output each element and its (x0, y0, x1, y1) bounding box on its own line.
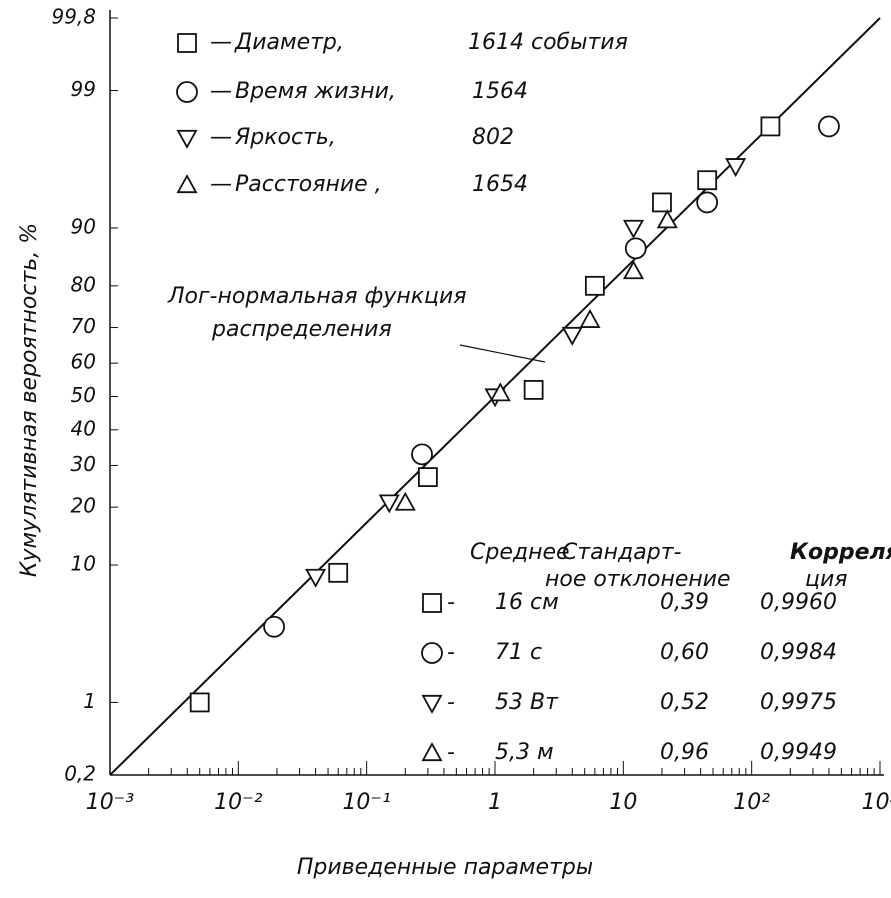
table-marker (421, 642, 443, 664)
marker (696, 191, 719, 214)
table-cell: 0,96 (660, 740, 709, 765)
legend-count: 1564 (472, 79, 528, 104)
marker (263, 615, 286, 638)
y-tick-label: 10 (71, 552, 96, 576)
table-dash: - (447, 640, 455, 665)
y-tick-label: 1 (83, 689, 96, 713)
table-cell: 0,39 (660, 590, 709, 615)
legend-marker (176, 174, 198, 194)
table-marker (421, 742, 443, 762)
legend-count: 1614 события (468, 30, 628, 55)
legend-label: Диаметр, (234, 30, 344, 55)
table-dash: - (447, 740, 455, 765)
x-tick-label: 10⁻² (214, 790, 263, 815)
marker (561, 326, 583, 346)
x-axis-title: Приведенные параметры (297, 855, 593, 880)
y-tick-label: 99 (71, 77, 96, 101)
y-tick-label: 90 (71, 214, 96, 238)
y-tick-label: 0,2 (64, 762, 96, 786)
table-cell: 0,9975 (760, 690, 837, 715)
table-marker (422, 593, 442, 613)
legend-count: 1654 (472, 172, 528, 197)
marker (760, 116, 781, 137)
legend-label: Яркость, (234, 125, 336, 150)
table-header: Корреля- (790, 540, 891, 565)
marker (417, 467, 438, 487)
y-tick-label: 70 (71, 314, 96, 338)
table-dash: - (447, 590, 455, 615)
marker (584, 275, 605, 296)
marker (579, 308, 601, 328)
marker (656, 209, 678, 229)
x-tick-label: 10 (609, 790, 637, 815)
legend-label: Время жизни, (235, 79, 396, 104)
marker (305, 568, 327, 588)
legend-marker (176, 129, 198, 149)
legend-label: Расстояние , (235, 172, 382, 197)
table-header: Среднее (470, 540, 570, 565)
marker (378, 494, 400, 514)
legend-dash: — (210, 125, 232, 150)
y-tick-label: 80 (71, 272, 96, 296)
table-header: ция (805, 567, 848, 592)
y-tick-label: 99,8 (51, 5, 96, 29)
legend-count: 802 (472, 125, 514, 150)
x-tick-label: 10² (733, 790, 770, 815)
table-header: Стандарт- (562, 540, 682, 565)
marker (411, 443, 433, 466)
x-tick-label: 10⁻¹ (342, 790, 390, 815)
marker (697, 170, 718, 191)
y-tick-label: 40 (71, 416, 96, 440)
marker (189, 692, 210, 713)
table-dash: - (447, 690, 455, 715)
legend-dash: — (210, 172, 232, 197)
x-tick-label: 1 (488, 790, 502, 815)
marker (622, 260, 645, 280)
y-tick-label: 20 (71, 494, 96, 518)
x-tick-label: 10⁻³ (86, 790, 135, 815)
marker (622, 219, 645, 239)
y-tick-label: 50 (71, 383, 96, 407)
marker (394, 491, 416, 511)
table-cell: 5,3 м (495, 740, 554, 765)
y-tick-label: 60 (71, 350, 96, 374)
marker (624, 237, 647, 260)
table-header: ное отклонение (545, 567, 731, 592)
legend-dash: — (210, 30, 232, 55)
table-cell: 71 с (495, 640, 542, 665)
table-cell: 0,9960 (760, 590, 837, 615)
table-cell: 16 см (495, 590, 559, 615)
marker (725, 158, 747, 178)
table-cell: 0,9949 (760, 740, 837, 765)
annotation: Лог-нормальная функция (167, 284, 467, 309)
table-marker (421, 694, 443, 714)
y-axis-title: Кумулятивная вероятность, % (17, 223, 42, 577)
x-tick-label: 10³ (862, 790, 891, 815)
marker (489, 382, 511, 402)
marker (818, 115, 840, 138)
legend-dash: — (210, 79, 232, 104)
marker (328, 562, 349, 583)
y-tick-label: 30 (71, 452, 96, 476)
leader-line (459, 344, 546, 363)
table-cell: 53 Вт (495, 690, 559, 715)
legend-marker (176, 81, 198, 103)
table-cell: 0,60 (660, 640, 709, 665)
annotation: распределения (211, 317, 392, 342)
marker (523, 380, 544, 400)
table-cell: 0,52 (660, 690, 709, 715)
table-cell: 0,9984 (760, 640, 837, 665)
marker (652, 192, 672, 213)
legend-marker (177, 33, 197, 53)
